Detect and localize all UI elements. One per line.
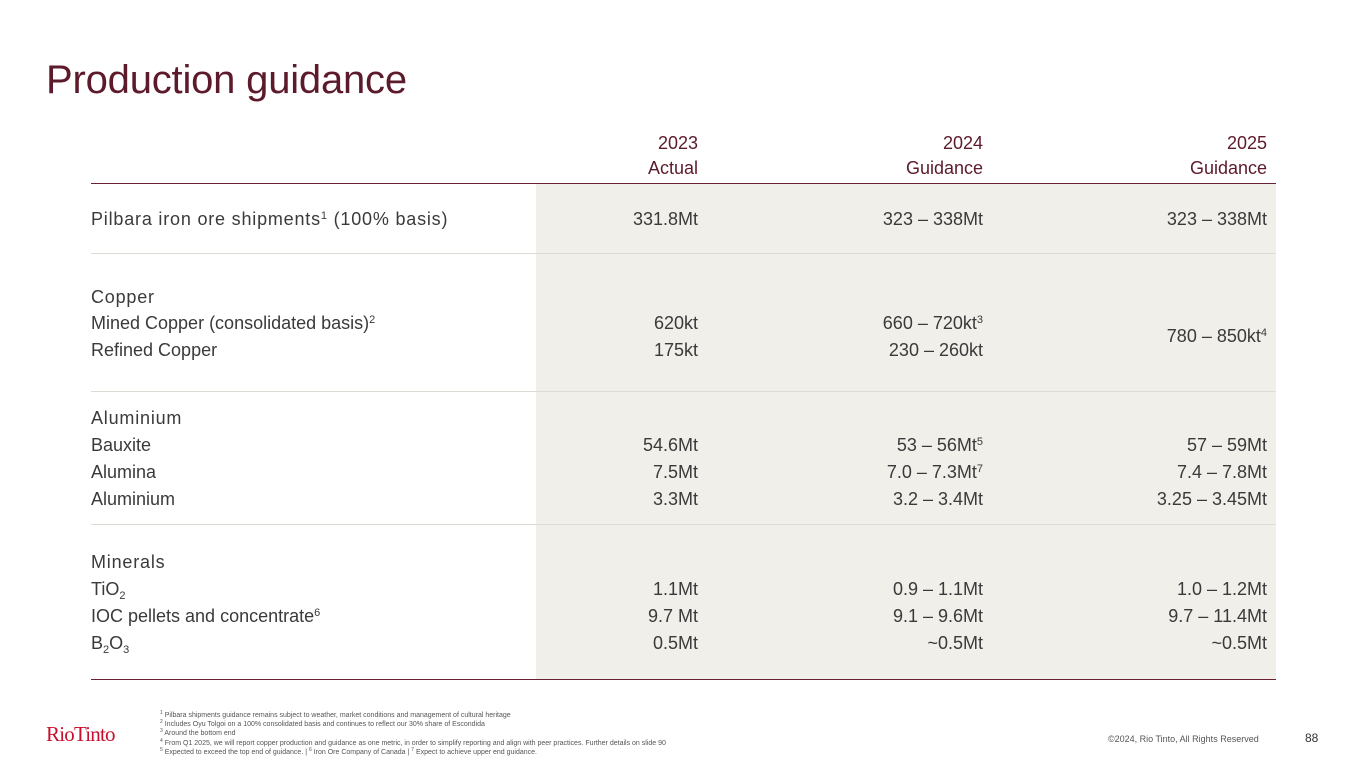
value-pilbara-2024: 323 – 338Mt: [882, 209, 983, 229]
value-bauxite-2023: 54.6Mt: [642, 435, 698, 455]
table-bottom-rule: [91, 679, 1276, 680]
row-divider: [91, 391, 1276, 392]
footnotes: 1 Pilbara shipments guidance remains sub…: [160, 711, 666, 757]
column-label: Actual: [647, 158, 698, 178]
row-label-tio2: TiO2: [91, 579, 126, 602]
column-label: Guidance: [1189, 158, 1267, 178]
column-year: 2025: [1226, 133, 1267, 153]
footnote-1: 1 Pilbara shipments guidance remains sub…: [160, 710, 511, 720]
value-ioc-2023: 9.7 Mt: [647, 606, 698, 626]
value-ioc-2024: 9.1 – 9.6Mt: [892, 606, 983, 626]
category-minerals: Minerals: [91, 552, 166, 572]
column-header-2023: 2023 Actual: [560, 131, 698, 181]
value-bauxite-2025: 57 – 59Mt: [1186, 435, 1267, 455]
footnote-3: 3 Around the bottom end: [160, 728, 236, 738]
value-alumina-2024: 7.0 – 7.3Mt7: [886, 462, 983, 482]
values-shaded-panel: [536, 184, 1276, 679]
value-refined-copper-2023: 175kt: [653, 340, 698, 360]
value-tio2-2023: 1.1Mt: [652, 579, 698, 599]
row-divider: [91, 253, 1276, 254]
value-pilbara-2025: 323 – 338Mt: [1166, 209, 1267, 229]
value-alumina-2023: 7.5Mt: [652, 462, 698, 482]
footnote-5-6-7: 5 Expected to exceed the top end of guid…: [160, 746, 538, 756]
footnote-2: 2 Includes Oyu Tolgoi on a 100% consolid…: [160, 719, 485, 729]
value-copper-2025: 780 – 850kt4: [1166, 326, 1267, 346]
value-b2o3-2023: 0.5Mt: [652, 633, 698, 653]
row-label-aluminium: Aluminium: [91, 489, 176, 509]
footnote-4: 4 From Q1 2025, we will report copper pr…: [160, 737, 666, 747]
column-header-2025: 2025 Guidance: [1120, 131, 1267, 181]
category-aluminium: Aluminium: [91, 408, 183, 428]
value-aluminium-2023: 3.3Mt: [652, 489, 698, 509]
header-rule: [91, 183, 1276, 184]
value-ioc-2025: 9.7 – 11.4Mt: [1168, 606, 1267, 626]
row-label-alumina: Alumina: [91, 462, 157, 482]
page-number: 88: [1305, 731, 1319, 745]
value-b2o3-2024: ~0.5Mt: [927, 633, 983, 653]
value-bauxite-2024: 53 – 56Mt5: [896, 435, 983, 455]
value-aluminium-2024: 3.2 – 3.4Mt: [892, 489, 983, 509]
value-mined-copper-2023: 620kt: [653, 313, 698, 333]
rio-tinto-logo: RioTinto: [46, 722, 115, 746]
value-tio2-2024: 0.9 – 1.1Mt: [892, 579, 983, 599]
value-pilbara-2023: 331.8Mt: [632, 209, 698, 229]
value-tio2-2025: 1.0 – 1.2Mt: [1176, 579, 1267, 599]
value-refined-copper-2024: 230 – 260kt: [888, 340, 983, 360]
row-label-pilbara: Pilbara iron ore shipments1 (100% basis): [91, 209, 449, 229]
category-copper: Copper: [91, 287, 155, 307]
copyright-notice: ©2024, Rio Tinto, All Rights Reserved: [1108, 734, 1259, 744]
column-year: 2024: [942, 133, 983, 153]
row-label-ioc: IOC pellets and concentrate6: [91, 606, 321, 626]
row-divider: [91, 524, 1276, 525]
row-label-bauxite: Bauxite: [91, 435, 152, 455]
page-title: Production guidance: [46, 58, 407, 102]
row-label-mined-copper: Mined Copper (consolidated basis)2: [91, 313, 376, 333]
column-header-2024: 2024 Guidance: [840, 131, 983, 181]
row-label-refined-copper: Refined Copper: [91, 340, 218, 360]
value-aluminium-2025: 3.25 – 3.45Mt: [1156, 489, 1267, 509]
column-year: 2023: [657, 133, 698, 153]
value-mined-copper-2024: 660 – 720kt3: [882, 313, 983, 333]
value-alumina-2025: 7.4 – 7.8Mt: [1176, 462, 1267, 482]
value-b2o3-2025: ~0.5Mt: [1211, 633, 1267, 653]
row-label-b2o3: B2O3: [91, 633, 130, 656]
column-label: Guidance: [905, 158, 983, 178]
